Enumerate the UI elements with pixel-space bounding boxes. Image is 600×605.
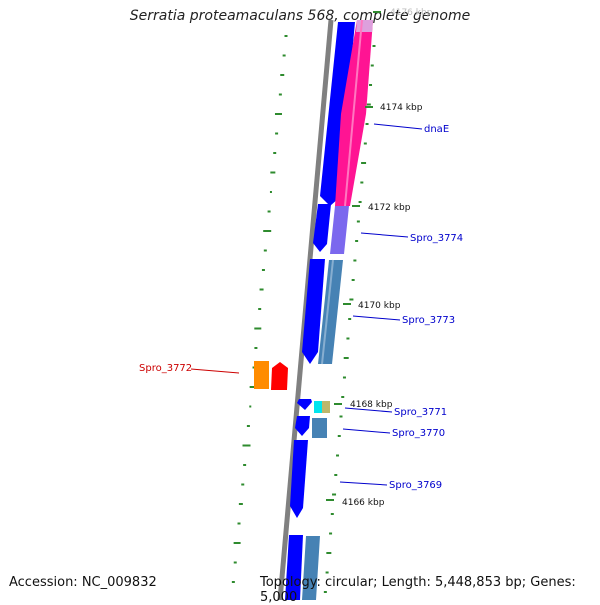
spro-3773-feature-highlight xyxy=(321,259,334,365)
leader-line xyxy=(360,232,409,238)
cds-arrow-6[interactable] xyxy=(290,440,308,518)
leader-line xyxy=(190,368,240,374)
gene-label-spro-3773[interactable]: Spro_3773 xyxy=(402,315,455,326)
spro-3772-orange-feature[interactable] xyxy=(254,361,269,389)
cds-arrow-4[interactable] xyxy=(297,399,312,410)
ruler-label: 4174 kbp xyxy=(380,103,423,113)
gene-label-dnaE[interactable]: dnaE xyxy=(424,124,449,135)
spro-3770-feature[interactable] xyxy=(312,418,327,438)
cds-arrow-1[interactable] xyxy=(320,22,355,206)
leader-line xyxy=(352,315,401,321)
ruler-label: 4170 kbp xyxy=(358,301,401,311)
gene-label-spro-3771[interactable]: Spro_3771 xyxy=(394,407,447,418)
topology-text: Topology: circular; Length: 5,448,853 bp… xyxy=(260,575,576,605)
cds-arrow-3[interactable] xyxy=(302,259,325,364)
gene-label-spro-3772[interactable]: Spro_3772 xyxy=(139,363,192,374)
ruler-label: 4166 kbp xyxy=(342,498,385,508)
gene-label-spro-3769[interactable]: Spro_3769 xyxy=(389,480,442,491)
leader-line xyxy=(344,407,393,413)
gene-label-spro-3770[interactable]: Spro_3770 xyxy=(392,428,445,439)
leader-line xyxy=(339,481,388,486)
leader-line xyxy=(342,428,391,434)
cds-arrow-7[interactable] xyxy=(285,535,303,600)
accession-text: Accession: NC_009832 xyxy=(9,575,157,590)
page-title: Serratia proteamaculans 568, complete ge… xyxy=(129,8,471,24)
leader-line xyxy=(373,123,423,130)
spro-3772-red-feature[interactable] xyxy=(271,362,288,390)
spro-feature-lower[interactable] xyxy=(302,536,320,600)
gc-content-ticks xyxy=(231,35,376,593)
spro-3771-cyan-feature[interactable] xyxy=(314,401,322,413)
ruler-label: 4172 kbp xyxy=(368,203,411,213)
spro-3771-tan-feature[interactable] xyxy=(322,401,330,413)
ruler-label: 4176 kbp xyxy=(390,8,433,18)
ruler-label: 4168 kbp xyxy=(350,400,393,410)
cds-arrow-5[interactable] xyxy=(295,416,310,436)
ruler: 4176 kbp 4174 kbp 4172 kbp 4170 kbp 4168… xyxy=(326,8,433,508)
genome-backbone xyxy=(277,19,334,600)
spro-3774-feature[interactable] xyxy=(330,206,349,254)
gene-labels: dnaE Spro_3774 Spro_3773 Spro_3772 Spro_… xyxy=(139,123,463,491)
dnaE-feature-highlight xyxy=(344,19,363,207)
dnaE-feature-top xyxy=(356,20,373,32)
cds-arrow-2[interactable] xyxy=(313,204,331,252)
gene-label-spro-3774[interactable]: Spro_3774 xyxy=(410,233,463,244)
